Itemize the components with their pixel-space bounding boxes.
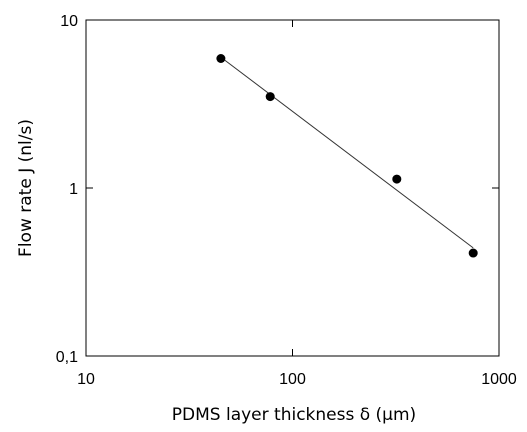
data-points [216, 53, 478, 258]
plot-frame [85, 19, 500, 357]
data-point [265, 92, 275, 102]
y-axis-label: Flow rate J (nl/s) [16, 119, 36, 257]
data-point [468, 248, 478, 258]
tick-labels: 10 100 1000 0,1 1 10 [56, 13, 517, 388]
x-tick-label: 100 [279, 371, 306, 388]
data-point [392, 174, 402, 184]
x-tick-label: 1000 [481, 371, 517, 388]
y-tick-label: 10 [60, 13, 78, 30]
fit-line [220, 56, 474, 249]
y-tick-label: 0,1 [56, 349, 78, 366]
axis-ticks [85, 19, 500, 357]
y-tick-label: 1 [69, 181, 78, 198]
data-point [216, 53, 226, 63]
x-axis-label: PDMS layer thickness δ (μm) [172, 405, 416, 425]
x-tick-label: 10 [77, 371, 95, 388]
